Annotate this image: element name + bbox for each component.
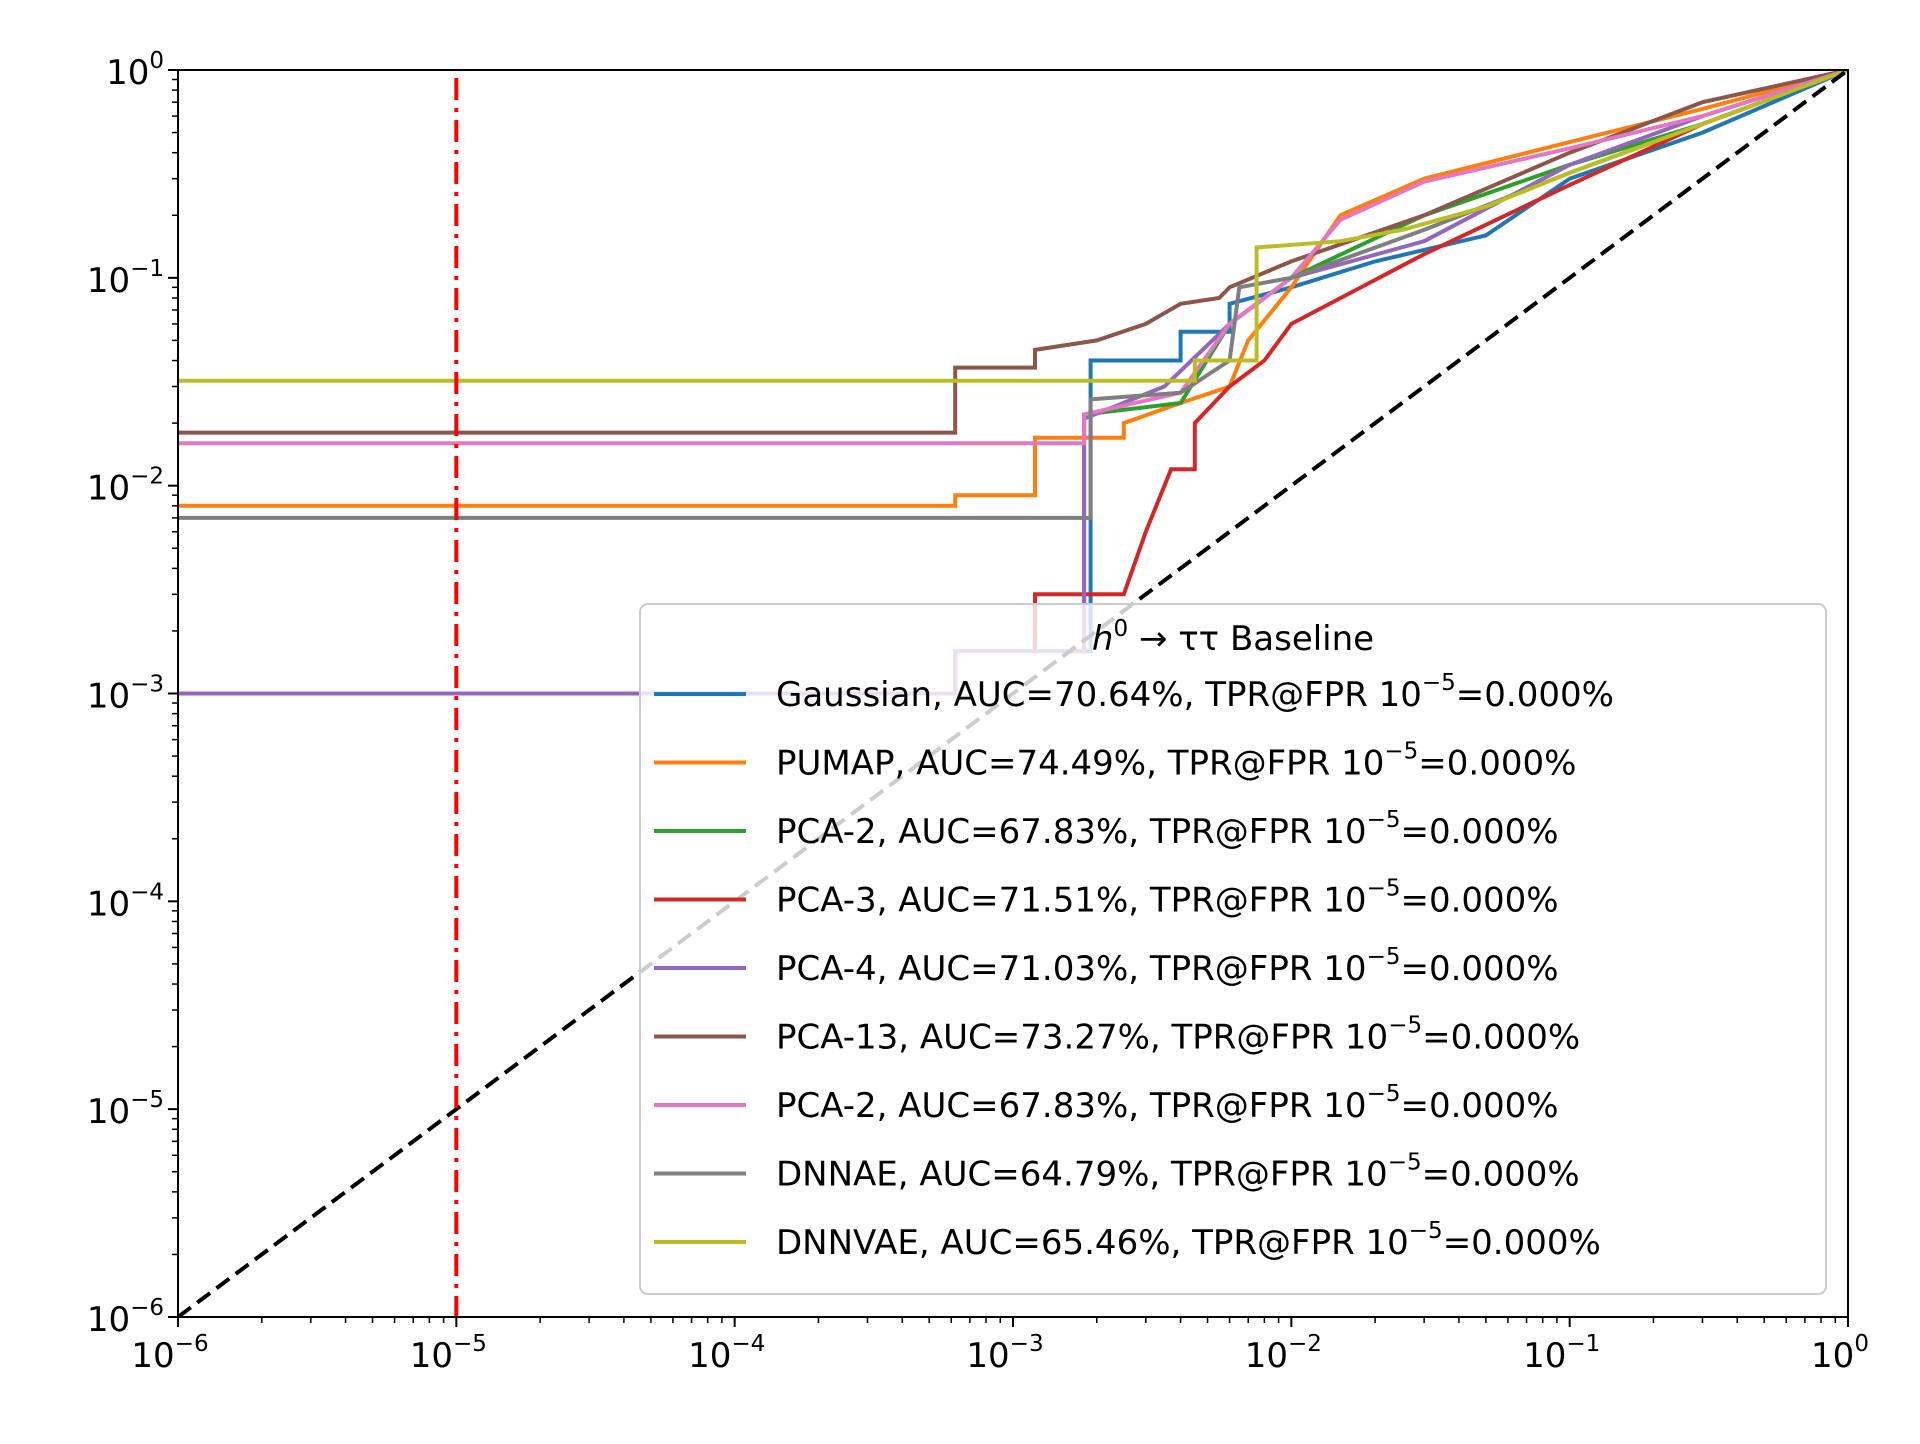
legend-entry-label: DNNVAE, AUC=65.46%, TPR@FPR 10−5=0.000% bbox=[776, 1218, 1601, 1263]
legend-entry-label: Gaussian, AUC=70.64%, TPR@FPR 10−5=0.000… bbox=[776, 670, 1614, 715]
x-tick-label: 10−4 bbox=[688, 1331, 765, 1376]
legend: h0 → ττ Baseline Gaussian, AUC=70.64%, TP… bbox=[639, 603, 1827, 1295]
x-axis: 10−6 10−5 10−4 10−3 10−2 10−1 100 bbox=[131, 1317, 1869, 1376]
y-tick-label: 10−3 bbox=[87, 672, 164, 717]
y-tick-label: 10−4 bbox=[87, 879, 164, 924]
legend-entry-label: PCA-2, AUC=67.83%, TPR@FPR 10−5=0.000% bbox=[776, 1081, 1559, 1126]
y-tick-label: 100 bbox=[106, 48, 164, 93]
legend-entry-label: PCA-4, AUC=71.03%, TPR@FPR 10−5=0.000% bbox=[776, 944, 1559, 989]
y-tick-label: 10−1 bbox=[87, 256, 164, 301]
legend-entry-label: PCA-2, AUC=67.83%, TPR@FPR 10−5=0.000% bbox=[776, 807, 1559, 852]
x-tick-label: 10−3 bbox=[966, 1331, 1043, 1376]
x-tick-label: 100 bbox=[1811, 1331, 1869, 1376]
x-tick-label: 10−1 bbox=[1523, 1331, 1600, 1376]
legend-box bbox=[639, 603, 1827, 1295]
y-tick-label: 10−6 bbox=[87, 1295, 164, 1340]
x-tick-label: 10−6 bbox=[131, 1331, 208, 1376]
series-line-7 bbox=[178, 70, 1848, 446]
y-axis: 10−6 10−5 10−4 10−3 10−2 10−1 100 bbox=[87, 48, 178, 1340]
y-tick-label: 10−5 bbox=[87, 1087, 164, 1132]
series-layer bbox=[178, 70, 1848, 696]
series-line-2 bbox=[178, 70, 1848, 508]
y-tick-label: 10−2 bbox=[87, 464, 164, 509]
legend-entry-label: DNNAE, AUC=64.79%, TPR@FPR 10−5=0.000% bbox=[776, 1150, 1580, 1195]
legend-entry-label: PCA-13, AUC=73.27%, TPR@FPR 10−5=0.000% bbox=[776, 1013, 1580, 1058]
legend-entry-label: PCA-3, AUC=71.51%, TPR@FPR 10−5=0.000% bbox=[776, 876, 1559, 921]
x-tick-label: 10−2 bbox=[1245, 1331, 1322, 1376]
x-tick-label: 10−5 bbox=[410, 1331, 487, 1376]
legend-entry-label: PUMAP, AUC=74.49%, TPR@FPR 10−5=0.000% bbox=[776, 739, 1576, 784]
legend-title: h0 → ττ Baseline bbox=[1092, 616, 1374, 659]
series-line-6 bbox=[178, 70, 1848, 435]
series-line-9 bbox=[178, 70, 1848, 383]
